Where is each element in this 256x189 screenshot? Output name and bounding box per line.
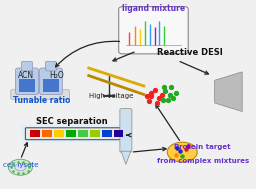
FancyBboxPatch shape bbox=[120, 109, 132, 152]
Polygon shape bbox=[121, 151, 131, 164]
Bar bbox=[114, 130, 123, 137]
FancyBboxPatch shape bbox=[46, 61, 56, 71]
Text: ACN: ACN bbox=[18, 71, 35, 80]
Text: SEC separation: SEC separation bbox=[36, 117, 108, 126]
Text: Tunable ratio: Tunable ratio bbox=[13, 96, 71, 105]
Text: Reactive DESI: Reactive DESI bbox=[157, 48, 222, 57]
FancyBboxPatch shape bbox=[22, 125, 130, 143]
Ellipse shape bbox=[15, 164, 26, 171]
Polygon shape bbox=[215, 72, 242, 112]
Text: H₂O: H₂O bbox=[49, 71, 64, 80]
Bar bbox=[30, 130, 40, 137]
Text: ligand mixture: ligand mixture bbox=[122, 4, 185, 13]
Bar bbox=[54, 130, 63, 137]
Text: High voltage: High voltage bbox=[89, 93, 134, 99]
FancyBboxPatch shape bbox=[40, 68, 62, 94]
Bar bbox=[102, 130, 112, 137]
FancyBboxPatch shape bbox=[119, 7, 188, 54]
Bar bbox=[42, 130, 51, 137]
Bar bbox=[19, 79, 35, 92]
FancyBboxPatch shape bbox=[11, 90, 70, 99]
Text: Protein target: Protein target bbox=[174, 144, 231, 150]
FancyBboxPatch shape bbox=[25, 128, 128, 140]
FancyBboxPatch shape bbox=[16, 68, 38, 94]
Ellipse shape bbox=[167, 142, 197, 162]
Text: from complex mixtures: from complex mixtures bbox=[156, 158, 249, 164]
Bar bbox=[66, 130, 76, 137]
Ellipse shape bbox=[8, 159, 32, 175]
Text: cell lysate: cell lysate bbox=[3, 162, 38, 168]
Bar bbox=[90, 130, 100, 137]
Bar bbox=[43, 79, 59, 92]
FancyBboxPatch shape bbox=[22, 61, 32, 71]
Bar bbox=[78, 130, 88, 137]
